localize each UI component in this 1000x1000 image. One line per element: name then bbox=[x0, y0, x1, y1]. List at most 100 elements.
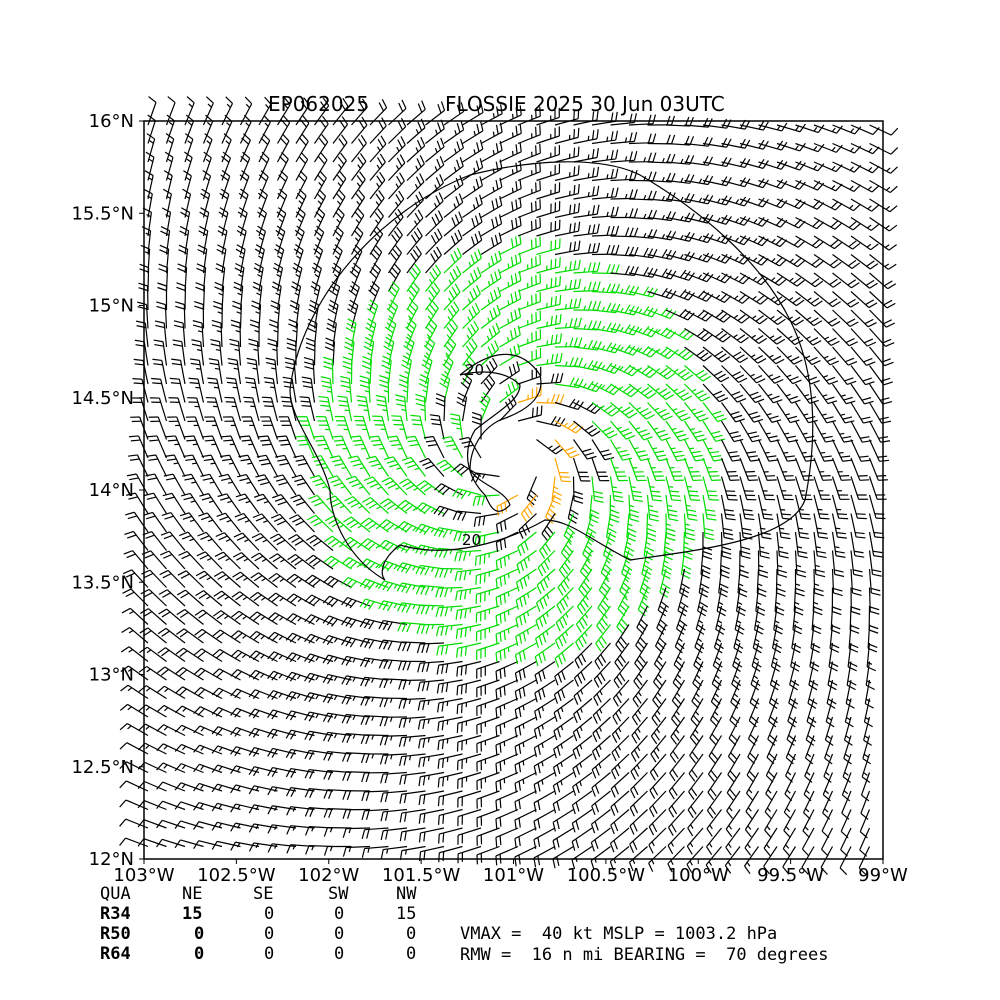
wind-barb bbox=[151, 377, 168, 403]
wind-barb bbox=[758, 159, 788, 170]
wind-barb bbox=[369, 244, 383, 274]
wind-barb bbox=[345, 318, 357, 348]
wind-barb bbox=[758, 309, 786, 326]
wind-barb bbox=[388, 172, 405, 200]
wind-barb bbox=[138, 282, 149, 311]
wind-barb bbox=[379, 498, 408, 514]
wind-barb bbox=[514, 679, 537, 701]
wind-barb bbox=[345, 475, 371, 496]
wind-barb bbox=[244, 377, 260, 403]
wind-barb bbox=[361, 827, 389, 840]
wind-barb bbox=[161, 207, 172, 237]
wind-barb bbox=[380, 827, 408, 841]
wind-barb bbox=[289, 300, 300, 329]
wind-barb bbox=[590, 827, 611, 852]
wind-barb bbox=[418, 808, 445, 824]
lon-tick-label: 103°W bbox=[113, 865, 174, 886]
wind-barb bbox=[495, 827, 519, 847]
wind-barb bbox=[628, 457, 647, 482]
wind-barb bbox=[794, 550, 807, 578]
wind-barb bbox=[739, 365, 766, 384]
wind-barb bbox=[536, 294, 562, 311]
wind-barb bbox=[591, 342, 621, 354]
wind-barb bbox=[322, 654, 352, 665]
wind-barb bbox=[156, 838, 186, 848]
wind-barb bbox=[347, 299, 359, 329]
wind-barb bbox=[189, 358, 205, 385]
wind-barb bbox=[791, 624, 802, 654]
wind-barb bbox=[850, 457, 870, 481]
wind-barb bbox=[688, 753, 704, 782]
wind-barb bbox=[495, 512, 519, 534]
wind-barb bbox=[137, 800, 167, 811]
wind-barb bbox=[702, 383, 729, 403]
wind-barb bbox=[174, 763, 204, 774]
wind-barb bbox=[375, 394, 390, 422]
wind-barb bbox=[417, 716, 445, 730]
wind-barb bbox=[776, 160, 806, 171]
wind-barb bbox=[304, 594, 334, 607]
wind-barb bbox=[795, 253, 824, 268]
wind-barb bbox=[709, 698, 723, 728]
wind-barb bbox=[693, 642, 704, 672]
wind-barb bbox=[157, 666, 186, 681]
wind-barb bbox=[813, 383, 838, 405]
wind-barb bbox=[267, 805, 297, 815]
wind-barb bbox=[160, 531, 186, 551]
wind-barb bbox=[499, 234, 522, 256]
wind-barb bbox=[329, 455, 353, 477]
wind-barb bbox=[514, 716, 537, 738]
wind-barb bbox=[480, 214, 503, 237]
wind-barb bbox=[708, 735, 723, 764]
wind-barb bbox=[631, 716, 648, 744]
wind-barb bbox=[554, 127, 580, 145]
wind-barb bbox=[193, 763, 223, 774]
wind-barb bbox=[342, 516, 371, 533]
wind-barb bbox=[361, 808, 389, 821]
map-frame bbox=[143, 120, 884, 860]
wind-barb bbox=[454, 549, 482, 562]
wind-barb bbox=[684, 383, 711, 402]
wind-barb bbox=[591, 187, 619, 200]
wind-barb bbox=[499, 142, 522, 163]
wind-barb bbox=[495, 808, 519, 829]
wind-barb bbox=[764, 790, 778, 820]
wind-barb bbox=[246, 357, 260, 385]
wind-barb bbox=[232, 552, 260, 570]
wind-barb bbox=[211, 802, 241, 812]
wind-barb bbox=[573, 204, 600, 219]
outer-contour bbox=[289, 161, 814, 581]
wind-barb bbox=[739, 402, 764, 423]
wind-barb bbox=[462, 139, 484, 163]
wind-barb bbox=[381, 477, 408, 496]
wind-barb bbox=[267, 709, 297, 720]
wind-barb bbox=[157, 282, 168, 311]
wind-barb bbox=[571, 809, 593, 833]
wind-barb bbox=[610, 304, 640, 316]
wind-barb bbox=[252, 513, 278, 533]
wind-barb bbox=[303, 356, 316, 385]
wind-barb bbox=[356, 395, 371, 422]
wind-barb bbox=[610, 132, 638, 145]
wind-barb bbox=[243, 396, 260, 422]
wind-barb bbox=[456, 734, 482, 752]
wind-barb bbox=[285, 710, 315, 721]
wind-barb bbox=[665, 494, 679, 522]
wind-barb bbox=[684, 155, 714, 166]
wind-barb bbox=[756, 568, 767, 597]
wind-barb bbox=[514, 642, 537, 665]
wind-barb bbox=[226, 377, 242, 403]
wind-barb bbox=[514, 753, 537, 775]
r50-ne: 0 bbox=[194, 924, 205, 944]
wind-barb bbox=[480, 322, 501, 348]
wind-barb bbox=[359, 375, 371, 403]
wind-barb bbox=[517, 329, 542, 348]
wind-barb bbox=[753, 605, 764, 635]
wind-barb bbox=[686, 846, 704, 873]
wind-barb bbox=[433, 505, 463, 517]
r64-ne: 0 bbox=[194, 944, 205, 964]
wind-barb bbox=[202, 133, 213, 163]
wind-barb bbox=[462, 212, 483, 237]
wind-barb bbox=[671, 698, 686, 727]
wind-barb bbox=[158, 608, 186, 625]
